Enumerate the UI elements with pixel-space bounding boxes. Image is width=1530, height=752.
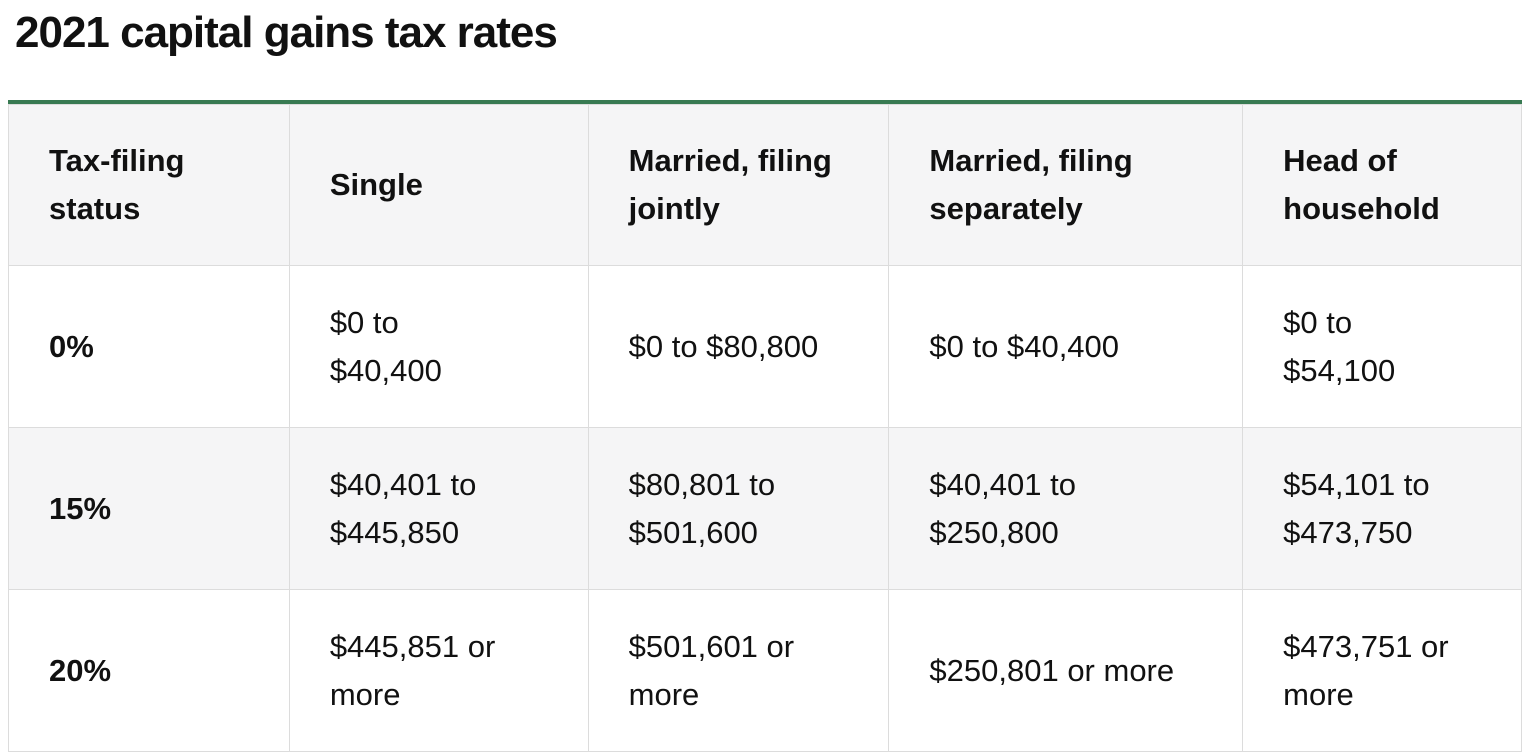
- range-cell-single-15: $40,401 to $445,850: [288, 427, 589, 590]
- header-cell-married-filing-separately: Married, filing separately: [888, 104, 1244, 266]
- table-row-15-percent: 15% $40,401 to $445,850 $80,801 to $501,…: [8, 427, 1522, 590]
- rate-cell-20-percent: 20%: [8, 589, 290, 752]
- capital-gains-table-container: Tax-filing status Single Married, filing…: [8, 100, 1522, 752]
- table-row-20-percent: 20% $445,851 or more $501,601 or more $2…: [8, 589, 1522, 752]
- range-cell-married-separately-0: $0 to $40,400: [888, 265, 1244, 428]
- range-cell-married-separately-15: $40,401 to $250,800: [888, 427, 1244, 590]
- range-cell-single-0: $0 to $40,400: [288, 265, 589, 428]
- table-row-0-percent: 0% $0 to $40,400 $0 to $80,800 $0 to $40…: [8, 265, 1522, 428]
- range-cell-married-jointly-15: $80,801 to $501,600: [587, 427, 890, 590]
- capital-gains-rates-table: Tax-filing status Single Married, filing…: [8, 104, 1522, 752]
- range-cell-single-20: $445,851 or more: [288, 589, 589, 752]
- header-cell-head-of-household: Head of household: [1242, 104, 1522, 266]
- range-cell-head-of-household-0: $0 to $54,100: [1242, 265, 1522, 428]
- rate-cell-15-percent: 15%: [8, 427, 290, 590]
- page-title: 2021 capital gains tax rates: [15, 8, 558, 57]
- range-cell-head-of-household-20: $473,751 or more: [1242, 589, 1522, 752]
- range-cell-head-of-household-15: $54,101 to $473,750: [1242, 427, 1522, 590]
- range-cell-married-jointly-0: $0 to $80,800: [587, 265, 890, 428]
- table-header-row: Tax-filing status Single Married, filing…: [8, 104, 1522, 266]
- header-cell-single: Single: [288, 104, 589, 266]
- header-cell-tax-filing-status: Tax-filing status: [8, 104, 290, 266]
- rate-cell-0-percent: 0%: [8, 265, 290, 428]
- header-cell-married-filing-jointly: Married, filing jointly: [587, 104, 890, 266]
- range-cell-married-separately-20: $250,801 or more: [888, 589, 1244, 752]
- range-cell-married-jointly-20: $501,601 or more: [587, 589, 890, 752]
